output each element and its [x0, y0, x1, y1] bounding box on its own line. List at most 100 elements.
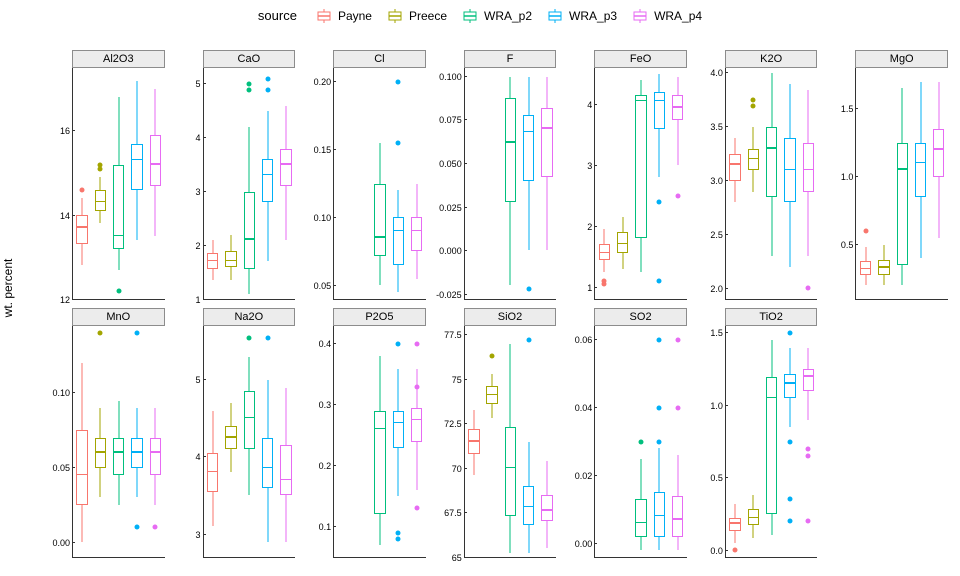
panel-body: 345	[175, 326, 296, 558]
outlier-point	[863, 229, 868, 234]
box-WRA_p4	[541, 68, 552, 299]
box-WRA_p4	[803, 68, 814, 299]
outlier-point	[247, 82, 252, 87]
panel-MnO: MnO0.000.050.10	[44, 308, 165, 558]
legend-item-preece: Preece	[386, 9, 447, 23]
y-axis-ticks: 6567.57072.57577.5	[436, 326, 464, 558]
box-WRA_p2	[244, 326, 255, 557]
box-WRA_p2	[244, 68, 255, 299]
outlier-point	[414, 384, 419, 389]
box-Preece	[748, 326, 759, 557]
outlier-point	[80, 187, 85, 192]
outlier-point	[657, 439, 662, 444]
y-tick-label: 67.5	[444, 508, 462, 518]
panel-MgO: MgO0.51.01.5	[827, 50, 948, 300]
outlier-point	[787, 331, 792, 336]
outlier-point	[490, 354, 495, 359]
panel-title: F	[464, 50, 557, 68]
legend-item-wra_p3: WRA_p3	[546, 9, 617, 23]
box-Preece	[617, 68, 628, 299]
plot-area	[594, 68, 687, 300]
box-Payne	[860, 68, 871, 299]
outlier-point	[265, 87, 270, 92]
plot-area	[333, 68, 426, 300]
legend-title: source	[258, 8, 297, 23]
outlier-point	[396, 342, 401, 347]
panel-SO2: SO20.000.020.040.06	[566, 308, 687, 558]
legend-label: WRA_p2	[484, 9, 532, 23]
y-tick-label: 1.5	[841, 104, 854, 114]
box-WRA_p3	[523, 68, 534, 299]
y-tick-label: 4	[587, 100, 592, 110]
box-Preece	[95, 68, 106, 299]
y-tick-label: 0.4	[319, 339, 332, 349]
box-WRA_p4	[280, 326, 291, 557]
box-WRA_p2	[505, 326, 516, 557]
box-WRA_p4	[672, 326, 683, 557]
panel-P2O5: P2O50.10.20.30.4	[305, 308, 426, 558]
legend-label: WRA_p4	[654, 9, 702, 23]
y-tick-label: 0.0	[710, 546, 723, 556]
panel-body: 0.000.020.040.06	[566, 326, 687, 558]
y-tick-label: 0.05	[314, 281, 332, 291]
legend: source Payne Preece WRA_p2 WRA_p3 WRA_p4	[0, 8, 960, 23]
box-WRA_p2	[374, 326, 385, 557]
y-axis-ticks: 0.10.20.30.4	[305, 326, 333, 558]
panel-body: 2.02.53.03.54.0	[697, 68, 818, 300]
legend-swatch-icon	[461, 9, 479, 23]
outlier-point	[98, 331, 103, 336]
y-tick-label: 3	[587, 161, 592, 171]
panel-K2O: K2O2.02.53.03.54.0	[697, 50, 818, 300]
outlier-point	[787, 518, 792, 523]
y-tick-label: 0.06	[575, 335, 593, 345]
box-Preece	[748, 68, 759, 299]
outlier-point	[414, 506, 419, 511]
outlier-point	[657, 337, 662, 342]
y-tick-label: 2.0	[710, 284, 723, 294]
plot-area	[333, 326, 426, 558]
outlier-point	[396, 530, 401, 535]
outlier-point	[98, 162, 103, 167]
outlier-point	[247, 87, 252, 92]
y-tick-label: 0.000	[439, 246, 462, 256]
y-tick-label: 5	[196, 375, 201, 385]
y-axis-ticks: 12345	[175, 68, 203, 300]
y-tick-label: 0.3	[319, 400, 332, 410]
y-tick-label: 0.025	[439, 203, 462, 213]
box-WRA_p3	[131, 68, 142, 299]
outlier-point	[265, 76, 270, 81]
y-tick-label: 4	[196, 133, 201, 143]
y-axis-ticks: 0.000.020.040.06	[566, 326, 594, 558]
panel-title: SO2	[594, 308, 687, 326]
y-tick-label: 0.1	[319, 522, 332, 532]
box-WRA_p2	[113, 68, 124, 299]
plot-area	[203, 326, 296, 558]
legend-item-payne: Payne	[315, 9, 372, 23]
plot-area	[855, 68, 948, 300]
outlier-point	[787, 439, 792, 444]
box-WRA_p2	[635, 68, 646, 299]
y-tick-label: 1.5	[710, 328, 723, 338]
box-WRA_p3	[784, 326, 795, 557]
outlier-point	[806, 446, 811, 451]
box-Payne	[76, 68, 87, 299]
y-tick-label: 0.050	[439, 159, 462, 169]
box-WRA_p3	[262, 68, 273, 299]
y-tick-label: 65	[452, 553, 462, 563]
box-Preece	[225, 68, 236, 299]
box-Preece	[225, 326, 236, 557]
outlier-point	[787, 497, 792, 502]
y-tick-label: 5	[196, 79, 201, 89]
panel-body: 1234	[566, 68, 687, 300]
box-WRA_p3	[262, 326, 273, 557]
y-tick-label: 1	[196, 295, 201, 305]
box-WRA_p2	[766, 68, 777, 299]
box-WRA_p4	[541, 326, 552, 557]
y-axis-label: wt. percent	[1, 259, 15, 318]
y-axis-ticks: 121416	[44, 68, 72, 300]
legend-swatch-icon	[546, 9, 564, 23]
y-axis-ticks: 1234	[566, 68, 594, 300]
y-tick-label: 72.5	[444, 419, 462, 429]
box-WRA_p2	[505, 68, 516, 299]
box-WRA_p2	[635, 326, 646, 557]
